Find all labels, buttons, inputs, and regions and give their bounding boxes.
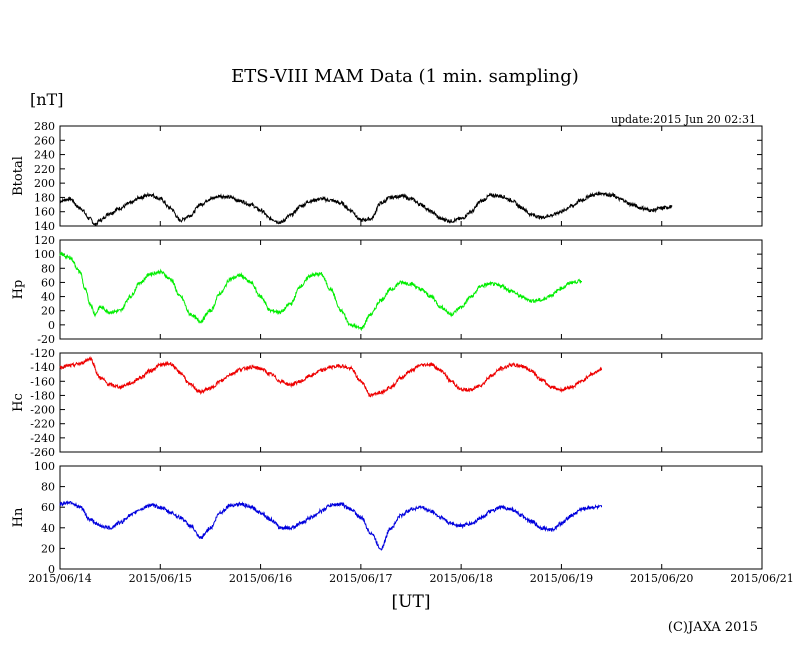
y-tick-label: 200 — [34, 177, 55, 190]
y-tick-label: 160 — [34, 206, 55, 219]
y-tick-label: 60 — [41, 501, 55, 514]
panel-frame-btotal — [59, 125, 763, 227]
x-tick-label: 2015/06/15 — [129, 572, 192, 585]
y-tick-label: 180 — [34, 191, 55, 204]
y-tick-label: -200 — [30, 404, 55, 417]
y-tick-label: 40 — [41, 291, 55, 304]
y-tick-label: 80 — [41, 481, 55, 494]
panel-frame-hp — [59, 239, 763, 340]
x-tick-label: 2015/06/16 — [229, 572, 292, 585]
x-tick-label: 2015/06/19 — [530, 572, 593, 585]
panel-label-btotal: Btotal — [11, 156, 26, 196]
y-tick-label: 100 — [34, 248, 55, 261]
y-tick-label: 20 — [41, 305, 55, 318]
y-tick-label: 220 — [34, 163, 55, 176]
y-tick-label: 0 — [48, 319, 55, 332]
y-tick-label: 100 — [34, 460, 55, 473]
series-line-btotal — [59, 190, 673, 227]
y-tick-label: -120 — [30, 347, 55, 360]
y-tick-label: -140 — [30, 361, 55, 374]
y-tick-label: -240 — [30, 432, 55, 445]
series-line-hp — [59, 251, 582, 332]
copyright-text: (C)JAXA 2015 — [667, 620, 758, 635]
y-tick-label: -180 — [30, 389, 55, 402]
x-tick-label: 2015/06/20 — [630, 572, 693, 585]
y-tick-label: 120 — [34, 234, 55, 247]
y-tick-label: -260 — [30, 446, 55, 459]
x-tick-label: 2015/06/14 — [28, 572, 91, 585]
y-tick-label: -20 — [37, 333, 55, 346]
panel-label-hc: Hc — [11, 393, 26, 412]
x-axis-label: [UT] — [391, 592, 431, 612]
y-tick-label: 20 — [41, 542, 55, 555]
y-tick-label: 280 — [34, 120, 55, 133]
y-tick-label: 260 — [34, 134, 55, 147]
x-tick-label: 2015/06/17 — [329, 572, 392, 585]
y-tick-label: -160 — [30, 375, 55, 388]
x-tick-label: 2015/06/21 — [730, 572, 793, 585]
y-tick-label: 0 — [48, 563, 55, 576]
y-tick-label: -220 — [30, 418, 55, 431]
y-tick-label: 60 — [41, 276, 55, 289]
y-tick-label: 80 — [41, 262, 55, 275]
panel-label-hp: Hp — [11, 280, 26, 300]
unit-label: [nT] — [30, 90, 64, 109]
series-line-hn — [59, 500, 602, 551]
series-line-hc — [59, 355, 602, 398]
chart-title: ETS-VIII MAM Data (1 min. sampling) — [231, 66, 579, 87]
panel-label-hn: Hn — [11, 507, 26, 527]
x-tick-label: 2015/06/18 — [429, 572, 492, 585]
y-tick-label: 140 — [34, 220, 55, 233]
panel-frame-hn — [59, 465, 763, 570]
panel-frame-hc — [59, 352, 763, 453]
update-timestamp: update:2015 Jun 20 02:31 — [610, 113, 756, 126]
y-tick-label: 40 — [41, 522, 55, 535]
y-tick-label: 240 — [34, 149, 55, 162]
